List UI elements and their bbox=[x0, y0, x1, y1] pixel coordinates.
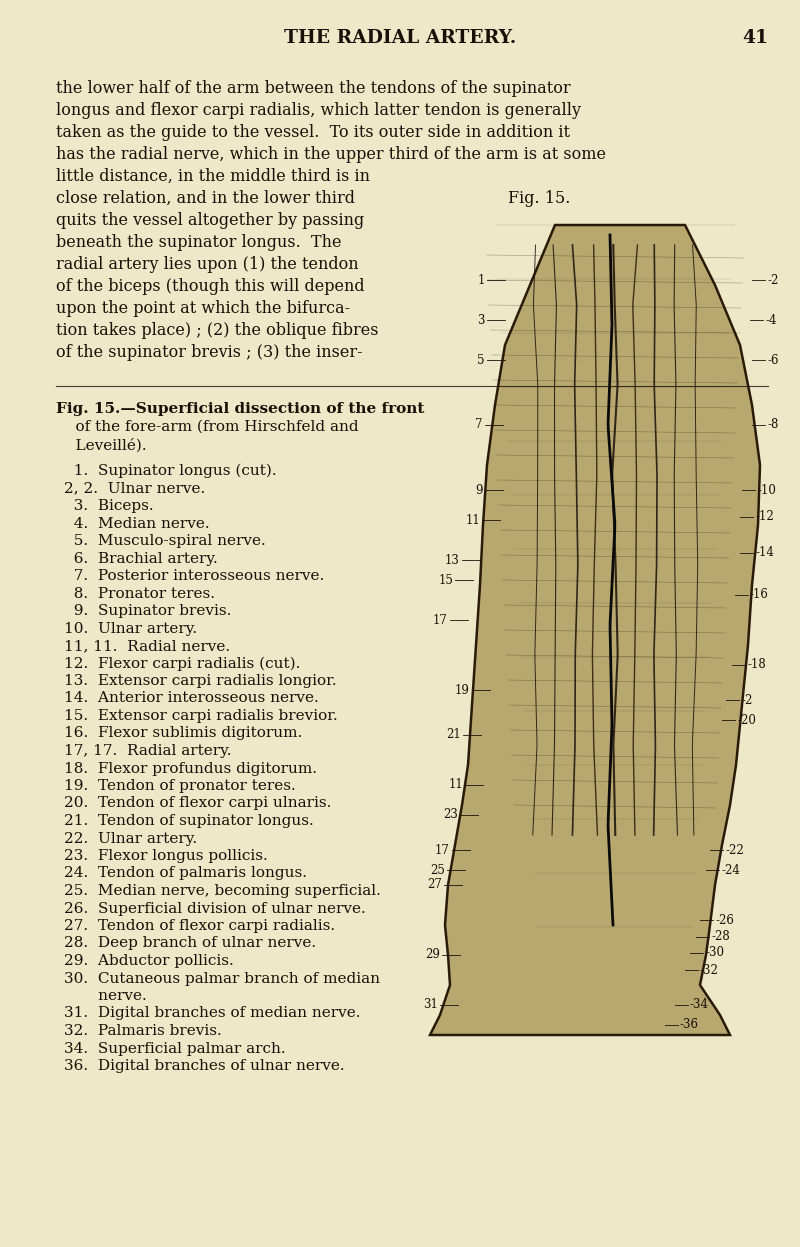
Text: has the radial nerve, which in the upper third of the arm is at some: has the radial nerve, which in the upper… bbox=[56, 146, 606, 163]
Text: 36.  Digital branches of ulnar nerve.: 36. Digital branches of ulnar nerve. bbox=[64, 1059, 345, 1072]
Text: -10: -10 bbox=[757, 484, 776, 496]
Text: -18: -18 bbox=[747, 658, 766, 671]
Text: 17, 17.  Radial artery.: 17, 17. Radial artery. bbox=[64, 744, 231, 758]
Text: 11: 11 bbox=[466, 514, 480, 526]
Text: 11: 11 bbox=[448, 778, 463, 792]
Text: -28: -28 bbox=[711, 930, 730, 944]
Text: 23.  Flexor longus pollicis.: 23. Flexor longus pollicis. bbox=[64, 849, 268, 863]
Text: 1.  Supinator longus (cut).: 1. Supinator longus (cut). bbox=[64, 464, 277, 479]
Text: 23: 23 bbox=[443, 808, 458, 822]
Text: -2: -2 bbox=[741, 693, 752, 707]
Text: of the supinator brevis ; (3) the inser-: of the supinator brevis ; (3) the inser- bbox=[56, 344, 362, 360]
Text: 21.  Tendon of supinator longus.: 21. Tendon of supinator longus. bbox=[64, 814, 314, 828]
Text: 41: 41 bbox=[742, 29, 768, 47]
Text: 29: 29 bbox=[425, 949, 440, 961]
Text: 28.  Deep branch of ulnar nerve.: 28. Deep branch of ulnar nerve. bbox=[64, 936, 316, 950]
Text: 20.  Tendon of flexor carpi ulnaris.: 20. Tendon of flexor carpi ulnaris. bbox=[64, 797, 331, 811]
Text: 26.  Superficial division of ulnar nerve.: 26. Superficial division of ulnar nerve. bbox=[64, 902, 366, 915]
Text: longus and flexor carpi radialis, which latter tendon is generally: longus and flexor carpi radialis, which … bbox=[56, 102, 581, 118]
Text: -32: -32 bbox=[700, 964, 719, 976]
Text: -6: -6 bbox=[767, 353, 778, 367]
Text: of the fore-arm (from Hirschfeld and: of the fore-arm (from Hirschfeld and bbox=[56, 420, 358, 434]
Text: 5.  Musculo-spiral nerve.: 5. Musculo-spiral nerve. bbox=[64, 534, 266, 547]
Text: 29.  Abductor pollicis.: 29. Abductor pollicis. bbox=[64, 954, 234, 968]
Text: 18.  Flexor profundus digitorum.: 18. Flexor profundus digitorum. bbox=[64, 762, 317, 776]
Text: tion takes place) ; (2) the oblique fibres: tion takes place) ; (2) the oblique fibr… bbox=[56, 322, 378, 339]
Text: Leveillé).: Leveillé). bbox=[56, 438, 146, 453]
Text: 9: 9 bbox=[475, 484, 483, 496]
Text: 6.  Brachial artery.: 6. Brachial artery. bbox=[64, 551, 218, 565]
Text: 32.  Palmaris brevis.: 32. Palmaris brevis. bbox=[64, 1024, 222, 1038]
Text: THE RADIAL ARTERY.: THE RADIAL ARTERY. bbox=[284, 29, 516, 47]
Text: 7: 7 bbox=[475, 419, 483, 431]
Text: -14: -14 bbox=[755, 546, 774, 560]
Text: -12: -12 bbox=[755, 510, 774, 524]
Text: 12.  Flexor carpi radialis (cut).: 12. Flexor carpi radialis (cut). bbox=[64, 656, 300, 671]
Text: 19: 19 bbox=[455, 683, 470, 697]
Text: -20: -20 bbox=[737, 713, 756, 727]
Text: taken as the guide to the vessel.  To its outer side in addition it: taken as the guide to the vessel. To its… bbox=[56, 123, 570, 141]
Text: -16: -16 bbox=[750, 589, 769, 601]
Text: 11, 11.  Radial nerve.: 11, 11. Radial nerve. bbox=[64, 638, 230, 653]
Text: -26: -26 bbox=[715, 914, 734, 927]
Text: 8.  Pronator teres.: 8. Pronator teres. bbox=[64, 586, 215, 601]
Text: Fig. 15.: Fig. 15. bbox=[508, 190, 570, 207]
Text: of the biceps (though this will depend: of the biceps (though this will depend bbox=[56, 278, 365, 296]
Text: 25.  Median nerve, becoming superficial.: 25. Median nerve, becoming superficial. bbox=[64, 884, 381, 898]
Text: -2: -2 bbox=[767, 273, 778, 287]
Text: 21: 21 bbox=[446, 728, 461, 742]
Text: 30.  Cutaneous palmar branch of median: 30. Cutaneous palmar branch of median bbox=[64, 971, 380, 985]
Text: 13: 13 bbox=[445, 554, 460, 566]
Text: 27: 27 bbox=[427, 878, 442, 892]
Text: the lower half of the arm between the tendons of the supinator: the lower half of the arm between the te… bbox=[56, 80, 570, 97]
Text: 4.  Median nerve.: 4. Median nerve. bbox=[64, 516, 210, 530]
Text: -8: -8 bbox=[767, 419, 778, 431]
Text: 27.  Tendon of flexor carpi radialis.: 27. Tendon of flexor carpi radialis. bbox=[64, 919, 335, 933]
Text: close relation, and in the lower third: close relation, and in the lower third bbox=[56, 190, 355, 207]
Text: quits the vessel altogether by passing: quits the vessel altogether by passing bbox=[56, 212, 364, 229]
Text: 13.  Extensor carpi radialis longior.: 13. Extensor carpi radialis longior. bbox=[64, 673, 337, 688]
Text: -4: -4 bbox=[765, 313, 777, 327]
Text: little distance, in the middle third is in: little distance, in the middle third is … bbox=[56, 168, 370, 185]
Text: 9.  Supinator brevis.: 9. Supinator brevis. bbox=[64, 604, 231, 619]
Text: radial artery lies upon (1) the tendon: radial artery lies upon (1) the tendon bbox=[56, 256, 358, 273]
Text: 16.  Flexor sublimis digitorum.: 16. Flexor sublimis digitorum. bbox=[64, 727, 302, 741]
Text: 31.  Digital branches of median nerve.: 31. Digital branches of median nerve. bbox=[64, 1006, 361, 1020]
Text: 10.  Ulnar artery.: 10. Ulnar artery. bbox=[64, 621, 197, 636]
Text: 24.  Tendon of palmaris longus.: 24. Tendon of palmaris longus. bbox=[64, 867, 307, 880]
Text: 2, 2.  Ulnar nerve.: 2, 2. Ulnar nerve. bbox=[64, 481, 206, 495]
Text: 1: 1 bbox=[478, 273, 485, 287]
Text: 34.  Superficial palmar arch.: 34. Superficial palmar arch. bbox=[64, 1041, 286, 1055]
Text: -24: -24 bbox=[721, 863, 740, 877]
Text: 25: 25 bbox=[430, 863, 445, 877]
Text: -30: -30 bbox=[705, 946, 724, 959]
Text: 15: 15 bbox=[438, 574, 453, 586]
Text: beneath the supinator longus.  The: beneath the supinator longus. The bbox=[56, 234, 342, 251]
Text: 19.  Tendon of pronator teres.: 19. Tendon of pronator teres. bbox=[64, 779, 296, 793]
Text: -22: -22 bbox=[725, 843, 744, 857]
Text: 31: 31 bbox=[423, 999, 438, 1011]
Text: -36: -36 bbox=[680, 1019, 699, 1031]
Text: 3: 3 bbox=[478, 313, 485, 327]
Text: 17: 17 bbox=[433, 614, 448, 626]
Text: 5: 5 bbox=[478, 353, 485, 367]
Text: 22.  Ulnar artery.: 22. Ulnar artery. bbox=[64, 832, 197, 845]
Text: nerve.: nerve. bbox=[64, 989, 146, 1003]
Text: 7.  Posterior interosseous nerve.: 7. Posterior interosseous nerve. bbox=[64, 569, 324, 584]
Text: upon the point at which the bifurca-: upon the point at which the bifurca- bbox=[56, 301, 350, 317]
Bar bbox=[418, 213, 768, 1030]
Text: -34: -34 bbox=[690, 999, 709, 1011]
Polygon shape bbox=[430, 224, 760, 1035]
Text: 3.  Biceps.: 3. Biceps. bbox=[64, 499, 154, 513]
Text: Fig. 15.—Superficial dissection of the front: Fig. 15.—Superficial dissection of the f… bbox=[56, 402, 424, 416]
Text: 14.  Anterior interosseous nerve.: 14. Anterior interosseous nerve. bbox=[64, 692, 318, 706]
Text: 15.  Extensor carpi radialis brevior.: 15. Extensor carpi radialis brevior. bbox=[64, 710, 338, 723]
Text: 17: 17 bbox=[435, 843, 450, 857]
